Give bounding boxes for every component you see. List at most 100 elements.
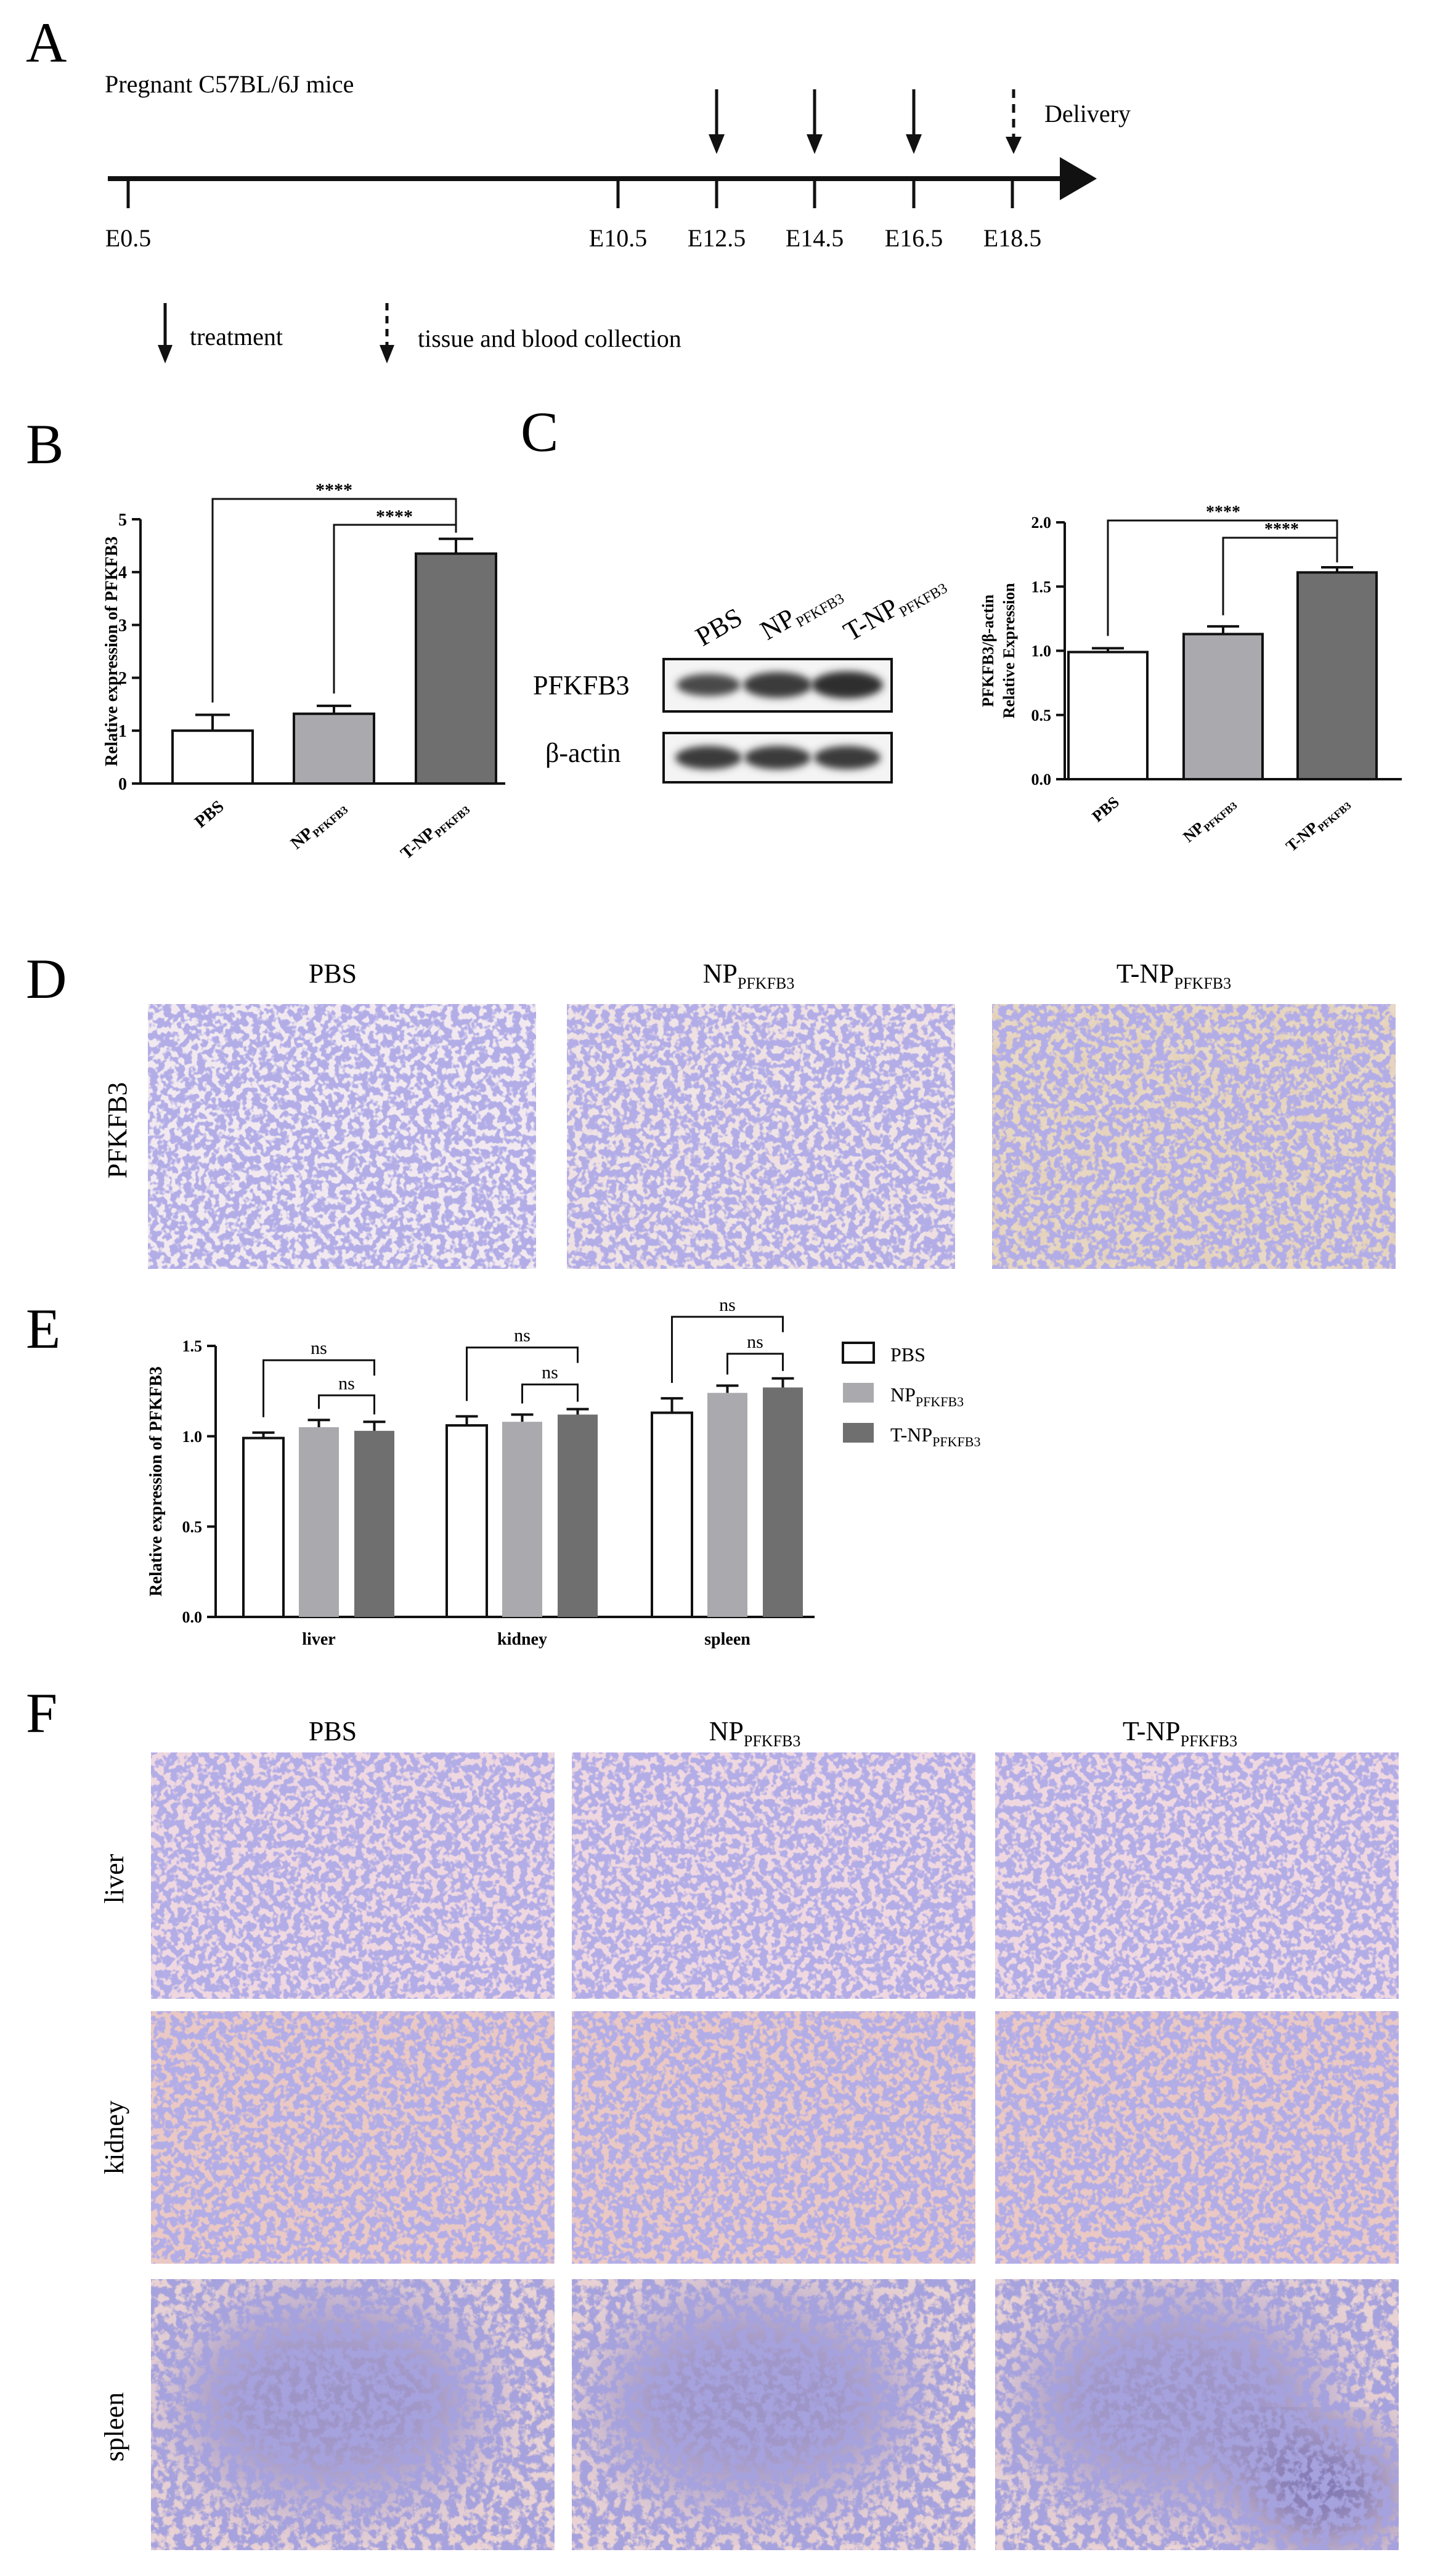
- histology-image-kidney-pbs: [151, 2011, 555, 2264]
- chart-e-ns-outer-liver: ns: [311, 1338, 327, 1358]
- chart-e-bar-liver-0: [242, 1436, 285, 1619]
- treatment-arrows: [709, 89, 922, 154]
- legend-treatment-label: treatment: [190, 323, 283, 350]
- chart-b-bracket-inner: [333, 524, 457, 694]
- chart-e-bracket-outer-kidney: [466, 1347, 579, 1401]
- chart-b-sig-inner: ****: [376, 506, 413, 527]
- chart-e-bar-liver-2: [354, 1430, 394, 1617]
- chart-b-x-tick-label-0: PBS: [191, 797, 227, 832]
- chart-e-ns-outer-spleen: ns: [719, 1295, 736, 1315]
- delivery-marker: [1006, 89, 1022, 154]
- chart-b-y-tick-label-0: 0: [118, 775, 127, 794]
- panel-f: F PBS NPPFKFB3 T-NPPFKFB3 liver kidney s…: [26, 1682, 1399, 2550]
- chart-c-y-tick-label-0: 0.0: [1031, 771, 1052, 788]
- chart-e-x-tick-label-spleen: spleen: [704, 1630, 751, 1649]
- chart-c-y-tick-label-1: 0.5: [1031, 707, 1052, 724]
- panel-a-title: Pregnant C57BL/6J mice: [105, 70, 354, 98]
- panel-b: B 0 1 2 3 4 5 Relative expression of PFKFB3 PBS…: [26, 413, 505, 863]
- panel-e-letter: E: [26, 1297, 60, 1360]
- timeline-arrowhead: [1060, 157, 1097, 200]
- chart-c-ylabel: PFKFB3/β-actin: [979, 594, 997, 707]
- legend-e-swatch-1: [843, 1383, 874, 1403]
- legend-collection-arrow: [380, 303, 394, 363]
- western-blot-actin: [662, 732, 893, 784]
- chart-c-x-tick-label-1: NPPFKFB3: [1179, 793, 1239, 848]
- chart-b-y-tick-label-1: 1: [118, 722, 127, 741]
- chart-c-y-tick-label-3: 1.5: [1031, 578, 1052, 596]
- chart-b-x-tick-label-1: NPPFKFB3: [287, 797, 351, 855]
- western-blot-pfkfb3: [662, 658, 893, 713]
- legend-e-label-1: NPPFKFB3: [890, 1383, 964, 1409]
- histology-image-kidney-tnp: [995, 2011, 1399, 2264]
- treatment-arrow-head-2: [906, 134, 922, 154]
- panel-d-col-np: NPPFKFB3: [703, 958, 795, 992]
- chart-b-ylabel: Relative expression of PFKFB3: [102, 537, 121, 767]
- chart-b-bar-1: [293, 712, 375, 785]
- panel-a: A Pregnant C57BL/6J mice E0.5 E10.5 E12.5 E…: [26, 11, 1131, 363]
- legend-e-swatch-0: [842, 1342, 875, 1364]
- delivery-label: Delivery: [1044, 100, 1131, 128]
- legend-treatment-arrow: [158, 303, 173, 363]
- chart-b-y-tick-label-2: 2: [118, 669, 127, 688]
- panel-f-col-pbs: PBS: [309, 1716, 357, 1746]
- timeline-tick-label-1: E10.5: [589, 224, 647, 252]
- chart-e-bracket-inner-spleen: [726, 1353, 784, 1375]
- chart-c-ylabel-2: Relative Expression: [1000, 583, 1018, 718]
- blot-row-pfkfb3: PFKFB3: [533, 670, 630, 700]
- blot-row-actin: β-actin: [545, 738, 621, 768]
- panel-f-row-kidney: kidney: [99, 2100, 129, 2174]
- timeline-tick-label-3: E14.5: [786, 224, 844, 252]
- panel-d-col-pbs: PBS: [309, 958, 357, 989]
- chart-e-bracket-inner-liver: [318, 1394, 375, 1415]
- chart-e-bar-kidney-0: [445, 1424, 488, 1618]
- timeline-tick-label-2: E12.5: [688, 224, 746, 252]
- chart-e-bracket-inner-kidney: [521, 1383, 579, 1404]
- chart-c-y-tick-label-4: 2.0: [1031, 514, 1052, 532]
- chart-e-ns-inner-kidney: ns: [542, 1363, 558, 1383]
- histology-image-spleen-tnp: [995, 2279, 1399, 2550]
- panel-a-letter: A: [26, 11, 67, 74]
- panel-d: D PBS NPPFKFB3 T-NPPFKFB3 PFKFB3: [26, 947, 1396, 1269]
- panel-e: E 0.0 0.5 1.0 1.5 Relative expression of PFK…: [26, 1295, 980, 1649]
- panel-f-col-tnp: T-NPPFKFB3: [1123, 1716, 1237, 1750]
- panel-b-letter: B: [26, 413, 63, 476]
- ihc-image-placenta-pbs: [148, 1004, 536, 1269]
- chart-e-ylabel: Relative expression of PFKFB3: [147, 1366, 166, 1597]
- legend-e-swatch-2: [843, 1423, 874, 1443]
- chart-e-bar-spleen-1: [707, 1393, 747, 1617]
- chart-e-ns-inner-spleen: ns: [747, 1332, 763, 1352]
- chart-b: 0 1 2 3 4 5 Relative expression of PFKFB3 PBS NP…: [102, 498, 505, 863]
- treatment-arrow-head-0: [709, 134, 725, 154]
- histology-image-spleen-pbs: [151, 2279, 555, 2550]
- panel-f-letter: F: [26, 1682, 57, 1744]
- blot-label-pbs: PBS: [691, 602, 747, 652]
- chart-e-bar-kidney-1: [502, 1422, 542, 1617]
- chart-e-y-tick-label-0: 0.0: [182, 1608, 203, 1626]
- panel-d-row-label: PFKFB3: [102, 1082, 132, 1179]
- legend-collection-label: tissue and blood collection: [418, 325, 681, 352]
- histology-image-spleen-np: [572, 2279, 975, 2550]
- blot-label-tnp: T-NPPFKFB3: [839, 566, 951, 649]
- chart-b-y-tick-label-3: 3: [118, 616, 127, 635]
- timeline-tick-label-0: E0.5: [105, 224, 151, 252]
- legend-e-label-0: PBS: [890, 1343, 925, 1366]
- ihc-image-placenta-np: [567, 1004, 955, 1269]
- legend-e-label-2: T-NPPFKFB3: [890, 1424, 980, 1449]
- panel-d-letter: D: [26, 947, 67, 1010]
- histology-image-kidney-np: [572, 2011, 975, 2264]
- chart-c-bar-1: [1182, 633, 1264, 781]
- chart-b-sig-outer: ****: [315, 480, 352, 500]
- chart-e: 0.0 0.5 1.0 1.5 Relative expression of PFKFB…: [147, 1295, 815, 1649]
- panel-c: C PBS NPPFKFB3 T-NPPFKFB3 PFKFB3 β-actin…: [521, 400, 1402, 855]
- treatment-arrow-head-1: [807, 134, 823, 154]
- histology-image-liver-tnp: [995, 1752, 1399, 1999]
- chart-e-bracket-outer-liver: [262, 1359, 375, 1417]
- chart-c-bar-0: [1067, 650, 1149, 780]
- timeline-tick-label-5: E18.5: [983, 224, 1041, 252]
- panel-f-row-liver: liver: [99, 1853, 129, 1903]
- chart-c-y-tick-label-2: 1.0: [1031, 642, 1052, 660]
- chart-c-bracket-inner: [1222, 537, 1338, 615]
- histology-image-liver-np: [572, 1752, 975, 1999]
- chart-e-bar-spleen-0: [651, 1411, 693, 1619]
